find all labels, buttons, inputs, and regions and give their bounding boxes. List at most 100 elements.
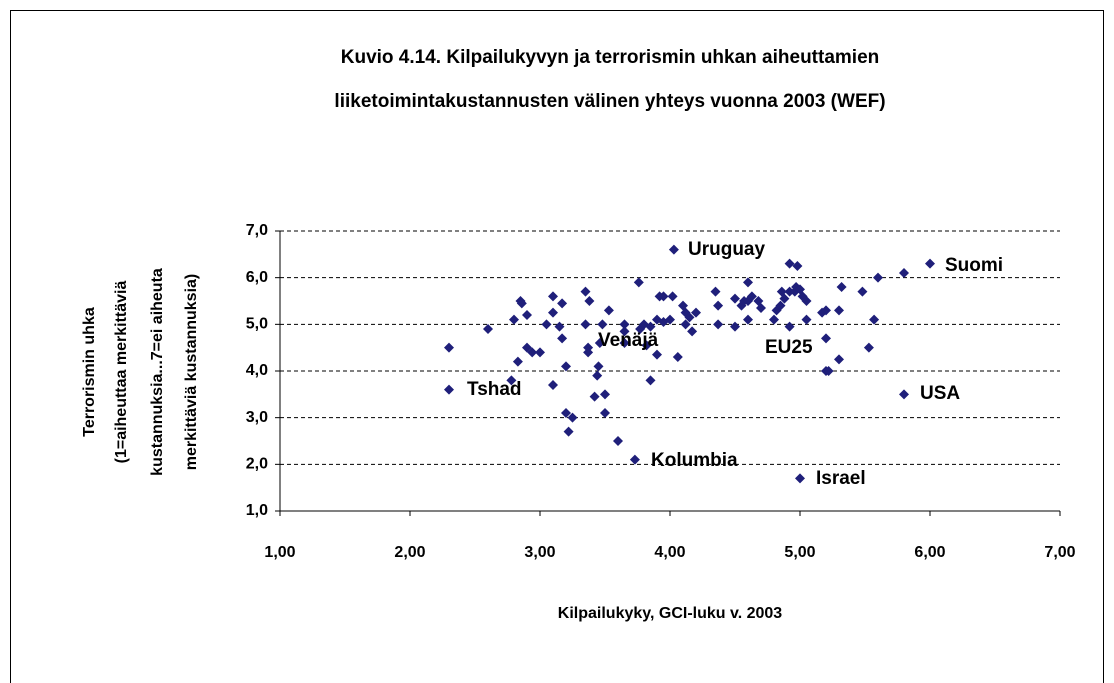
data-point bbox=[554, 321, 565, 332]
annotation: Suomi bbox=[945, 255, 1003, 276]
data-point bbox=[548, 380, 558, 390]
data-point bbox=[746, 291, 757, 302]
data-point bbox=[823, 366, 834, 376]
data-point bbox=[613, 436, 623, 446]
data-point bbox=[561, 361, 571, 372]
annotation: EU25 bbox=[765, 337, 813, 358]
data-point bbox=[444, 384, 454, 395]
data-point bbox=[775, 300, 786, 311]
data-point bbox=[684, 312, 695, 323]
data-point bbox=[592, 370, 603, 381]
data-point bbox=[483, 324, 493, 334]
data-point bbox=[672, 352, 683, 362]
data-point bbox=[619, 326, 630, 337]
annotation: Tshad bbox=[467, 379, 522, 400]
data-point bbox=[779, 293, 790, 304]
data-point bbox=[548, 291, 558, 302]
data-point bbox=[658, 291, 669, 302]
data-point bbox=[506, 375, 517, 386]
data-point bbox=[925, 258, 935, 269]
data-point bbox=[899, 389, 909, 400]
chart-title: liiketoimintakustannusten välinen yhteys… bbox=[334, 91, 885, 112]
y-tick-label: 5,0 bbox=[246, 316, 268, 333]
data-point bbox=[589, 391, 600, 402]
data-point bbox=[580, 286, 591, 297]
data-point bbox=[801, 296, 812, 306]
y-tick-label: 4,0 bbox=[246, 362, 268, 379]
x-tick-label: 4,00 bbox=[654, 544, 685, 561]
data-point bbox=[629, 454, 640, 465]
data-point bbox=[645, 375, 656, 386]
chart-title: Kuvio 4.14. Kilpailukyvyn ja terrorismin… bbox=[341, 47, 880, 68]
data-point bbox=[834, 354, 844, 365]
chart-frame bbox=[10, 10, 1104, 683]
y-tick-label: 1,0 bbox=[246, 502, 268, 519]
data-point bbox=[691, 307, 701, 318]
data-point bbox=[836, 282, 847, 292]
data-point bbox=[580, 319, 591, 330]
data-point bbox=[597, 319, 608, 330]
data-point bbox=[869, 314, 880, 325]
data-point bbox=[593, 361, 604, 372]
data-point bbox=[603, 305, 614, 316]
x-tick-label: 1,00 bbox=[264, 544, 295, 561]
data-point bbox=[557, 333, 568, 344]
data-point bbox=[522, 310, 532, 320]
data-point bbox=[633, 277, 644, 288]
data-point bbox=[600, 408, 610, 418]
data-point bbox=[583, 347, 594, 358]
data-point bbox=[769, 314, 779, 325]
data-point bbox=[641, 340, 652, 351]
data-point bbox=[756, 303, 766, 313]
data-point bbox=[557, 298, 568, 309]
data-point bbox=[730, 293, 740, 304]
data-point bbox=[743, 314, 753, 325]
data-point bbox=[619, 338, 630, 348]
y-tick-label: 2,0 bbox=[246, 456, 268, 473]
data-point bbox=[801, 314, 812, 325]
data-point bbox=[594, 338, 605, 348]
data-point bbox=[535, 347, 545, 358]
data-point bbox=[600, 389, 610, 400]
data-point bbox=[784, 321, 795, 332]
data-point bbox=[667, 291, 678, 302]
y-axis-label: Terrorismin uhka bbox=[81, 307, 98, 437]
data-point bbox=[821, 333, 831, 344]
data-point bbox=[834, 305, 844, 316]
y-axis-label: (1=aiheuttaa merkittäviä bbox=[113, 281, 130, 464]
data-point bbox=[516, 298, 527, 309]
data-point bbox=[444, 342, 454, 353]
data-point bbox=[784, 258, 795, 269]
data-point bbox=[563, 426, 574, 437]
data-point bbox=[548, 307, 558, 318]
x-tick-label: 6,00 bbox=[914, 544, 945, 561]
data-point bbox=[899, 268, 909, 278]
data-point bbox=[561, 408, 571, 418]
y-tick-label: 6,0 bbox=[246, 269, 268, 286]
data-point bbox=[730, 321, 740, 332]
x-tick-label: 3,00 bbox=[524, 544, 555, 561]
data-point bbox=[743, 277, 753, 288]
data-point bbox=[665, 314, 675, 325]
annotation: USA bbox=[920, 383, 960, 404]
data-point bbox=[713, 300, 724, 311]
data-point bbox=[527, 347, 538, 358]
data-point bbox=[687, 326, 698, 337]
data-point bbox=[584, 296, 595, 306]
data-point bbox=[567, 412, 578, 423]
data-point bbox=[863, 342, 874, 353]
y-tick-label: 3,0 bbox=[246, 409, 268, 426]
x-tick-label: 5,00 bbox=[784, 544, 815, 561]
data-point bbox=[713, 319, 724, 330]
data-point bbox=[541, 319, 552, 330]
data-point bbox=[795, 473, 805, 484]
annotation: Venäjä bbox=[598, 330, 659, 351]
data-point bbox=[792, 261, 803, 271]
annotation: Israel bbox=[816, 468, 866, 489]
x-tick-label: 7,00 bbox=[1044, 544, 1075, 561]
data-point bbox=[652, 349, 662, 360]
data-point bbox=[873, 272, 883, 283]
x-axis-label: Kilpailukyky, GCI-luku v. 2003 bbox=[558, 605, 782, 622]
data-point bbox=[512, 356, 523, 367]
